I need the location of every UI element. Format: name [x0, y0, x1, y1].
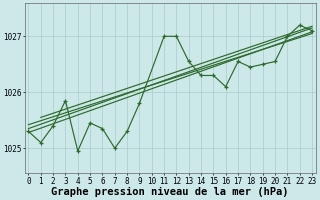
X-axis label: Graphe pression niveau de la mer (hPa): Graphe pression niveau de la mer (hPa) [52, 187, 289, 197]
